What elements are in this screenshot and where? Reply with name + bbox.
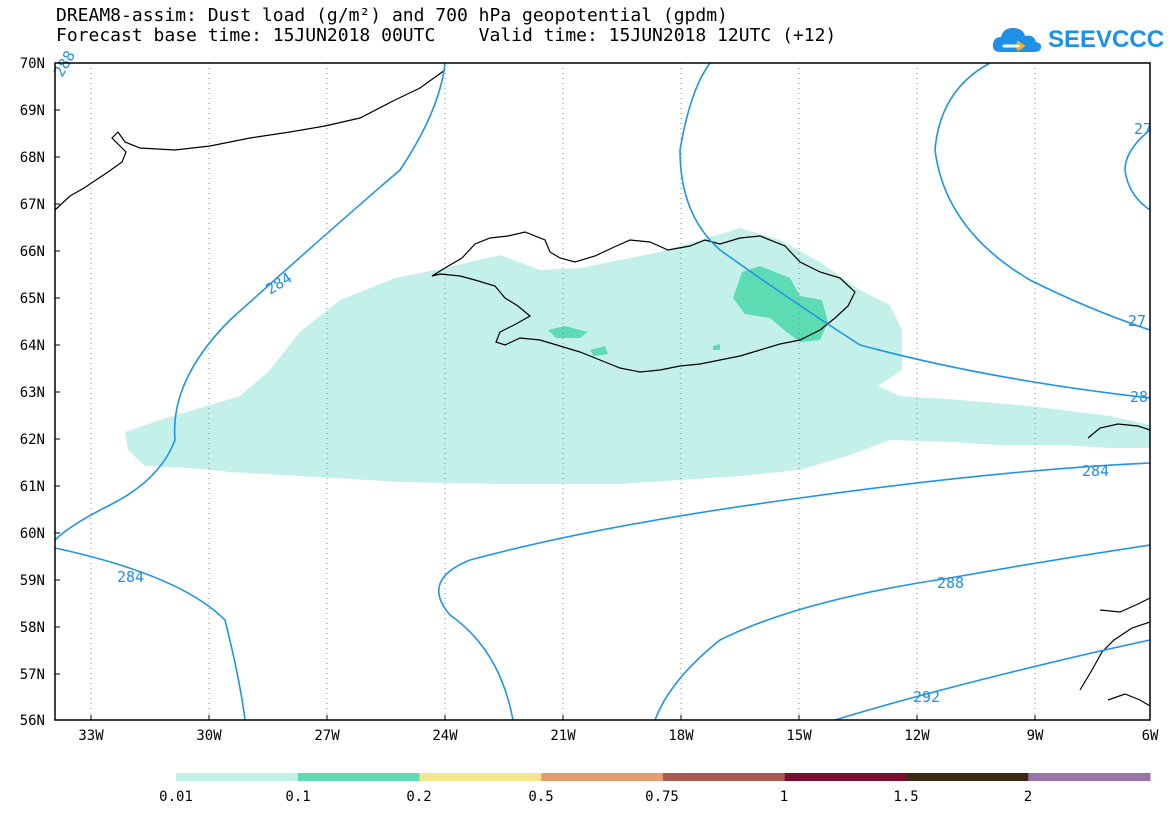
lat-label: 65N (20, 291, 45, 307)
legend-swatch (1028, 773, 1151, 781)
contour-label: 27 (1134, 120, 1152, 138)
contour-label: 284 (1082, 462, 1109, 480)
legend-swatch (541, 773, 664, 781)
dust-spot (713, 344, 720, 350)
legend-tick: 1 (780, 789, 788, 805)
axis-ticks (55, 62, 1151, 721)
lat-label: 64N (20, 338, 45, 354)
lat-label: 63N (20, 385, 45, 401)
legend-swatch (419, 773, 542, 781)
lat-label: 62N (20, 432, 45, 448)
dust-spot (590, 346, 608, 356)
lat-label: 56N (20, 713, 45, 729)
lat-label: 61N (20, 479, 45, 495)
contour-label: 284 (117, 568, 144, 586)
lon-label: 33W (78, 728, 104, 744)
contour-label: 284 (263, 269, 296, 299)
lat-label: 70N (20, 56, 45, 72)
legend-swatch (906, 773, 1029, 781)
contour-label: 292 (913, 688, 940, 706)
lon-label: 30W (196, 728, 222, 744)
lon-label: 27W (314, 728, 340, 744)
legend-tick: 0.2 (406, 789, 431, 805)
lat-label: 67N (20, 197, 45, 213)
legend-colorbar (176, 773, 1151, 781)
legend-tick: 0.1 (285, 789, 310, 805)
lat-label: 66N (20, 244, 45, 260)
legend-tick: 0.01 (159, 789, 193, 805)
legend-tick: 1.5 (893, 789, 918, 805)
lat-label: 59N (20, 573, 45, 589)
chart-subtitle: Forecast base time: 15JUN2018 00UTC Vali… (56, 25, 837, 46)
lon-label: 12W (904, 728, 930, 744)
lon-label: 15W (786, 728, 812, 744)
lon-label: 24W (432, 728, 458, 744)
cloud-icon (992, 28, 1042, 52)
lat-label: 69N (20, 103, 45, 119)
dust-area-medium (733, 266, 828, 342)
logo-text: SEEVCCC (1048, 26, 1165, 53)
contour-label: 288 (937, 574, 964, 592)
lon-label: 18W (668, 728, 694, 744)
lon-label: 6W (1142, 728, 1159, 744)
contour-label: 27 (1128, 312, 1146, 330)
legend-tick: 0.75 (645, 789, 679, 805)
lat-label: 57N (20, 667, 45, 683)
contour-label: 288 (50, 48, 79, 80)
dust-spot (548, 326, 588, 338)
lat-label: 68N (20, 150, 45, 166)
lat-label: 60N (20, 526, 45, 542)
contour-label: 28 (1130, 388, 1148, 406)
legend-tick: 0.5 (528, 789, 553, 805)
lon-label: 9W (1027, 728, 1044, 744)
seevccc-logo: SEEVCCC (990, 20, 1164, 60)
geopotential-contours (54, 62, 1151, 721)
chart-title: DREAM8-assim: Dust load (g/m²) and 700 h… (56, 5, 728, 26)
lat-label: 58N (20, 620, 45, 636)
legend-tick: 2 (1024, 789, 1032, 805)
dust-area-light (125, 228, 1150, 484)
lon-label: 21W (550, 728, 576, 744)
legend-swatch (784, 773, 907, 781)
legend-swatch (297, 773, 420, 781)
legend-swatch (663, 773, 786, 781)
legend-swatch (176, 773, 299, 781)
